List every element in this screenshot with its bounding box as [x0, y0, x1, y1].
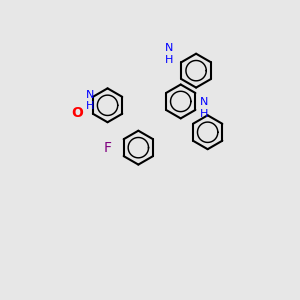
Text: O: O	[71, 106, 83, 120]
Text: N
H: N H	[165, 43, 173, 65]
Text: F: F	[103, 140, 112, 154]
Text: N
H: N H	[86, 89, 94, 111]
Text: N
H: N H	[200, 97, 208, 119]
